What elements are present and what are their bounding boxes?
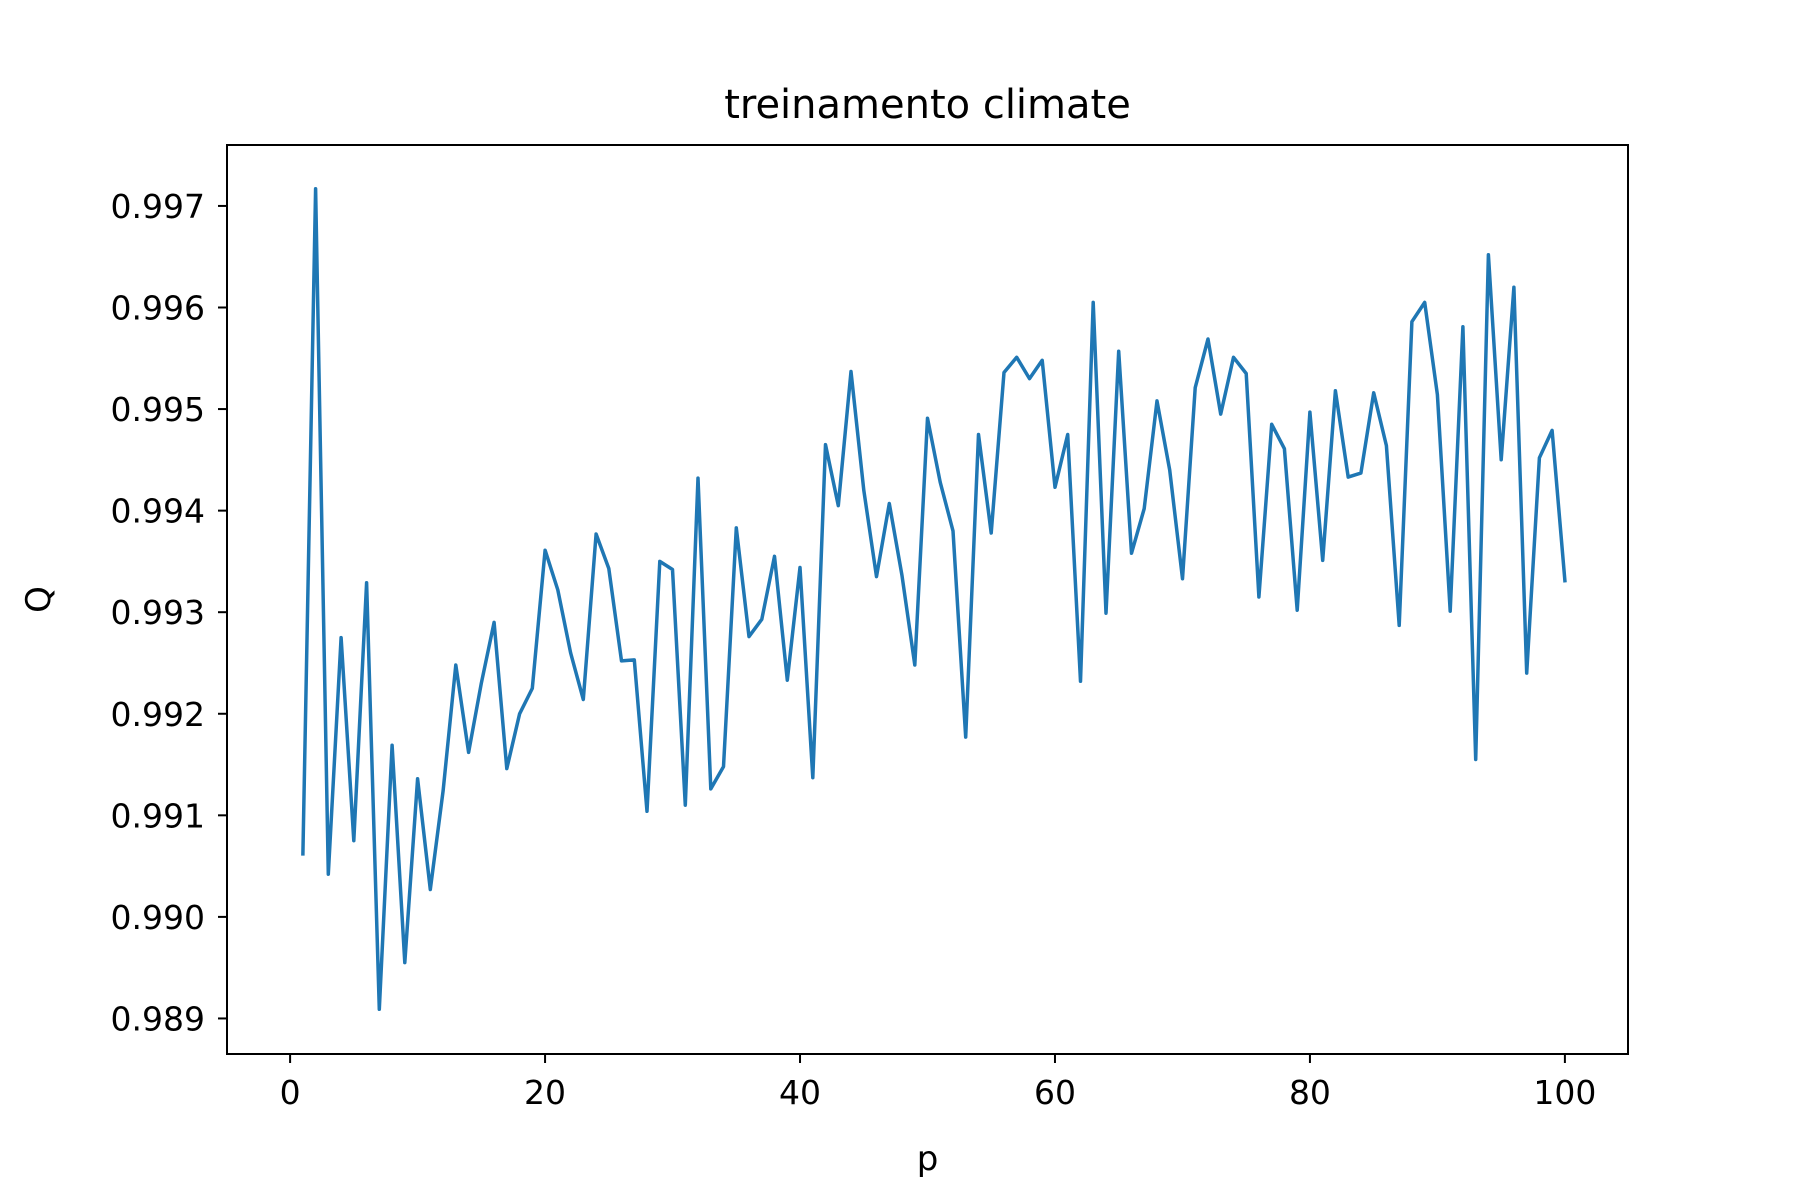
x-axis-label: p [917,1139,939,1179]
plot-area [301,186,1567,1012]
y-tick-label: 0.991 [111,796,205,835]
y-tick-label: 0.992 [111,695,205,734]
y-tick-label: 0.994 [111,492,205,531]
y-tick-label: 0.990 [111,898,205,937]
x-tick-label: 100 [1533,1073,1596,1112]
y-tick-label: 0.993 [111,593,205,632]
y-tick-label: 0.997 [111,187,205,226]
y-tick-label: 0.989 [111,999,205,1038]
chart-title: treinamento climate [724,82,1131,128]
x-tick-label: 20 [524,1073,566,1112]
x-axis: 0 20 40 60 80 100 [280,1054,1596,1112]
y-tick-label: 0.996 [111,289,205,328]
y-axis-label: Q [19,586,59,613]
x-tick-label: 40 [779,1073,821,1112]
series-line [301,186,1567,1012]
x-tick-label: 80 [1289,1073,1331,1112]
x-tick-label: 0 [280,1073,301,1112]
y-axis: 0.989 0.990 0.991 0.992 0.993 0.994 0.995 0.996… [111,187,227,1038]
y-tick-label: 0.995 [111,390,205,429]
plot-frame [226,144,1629,1055]
x-tick-label: 60 [1034,1073,1076,1112]
